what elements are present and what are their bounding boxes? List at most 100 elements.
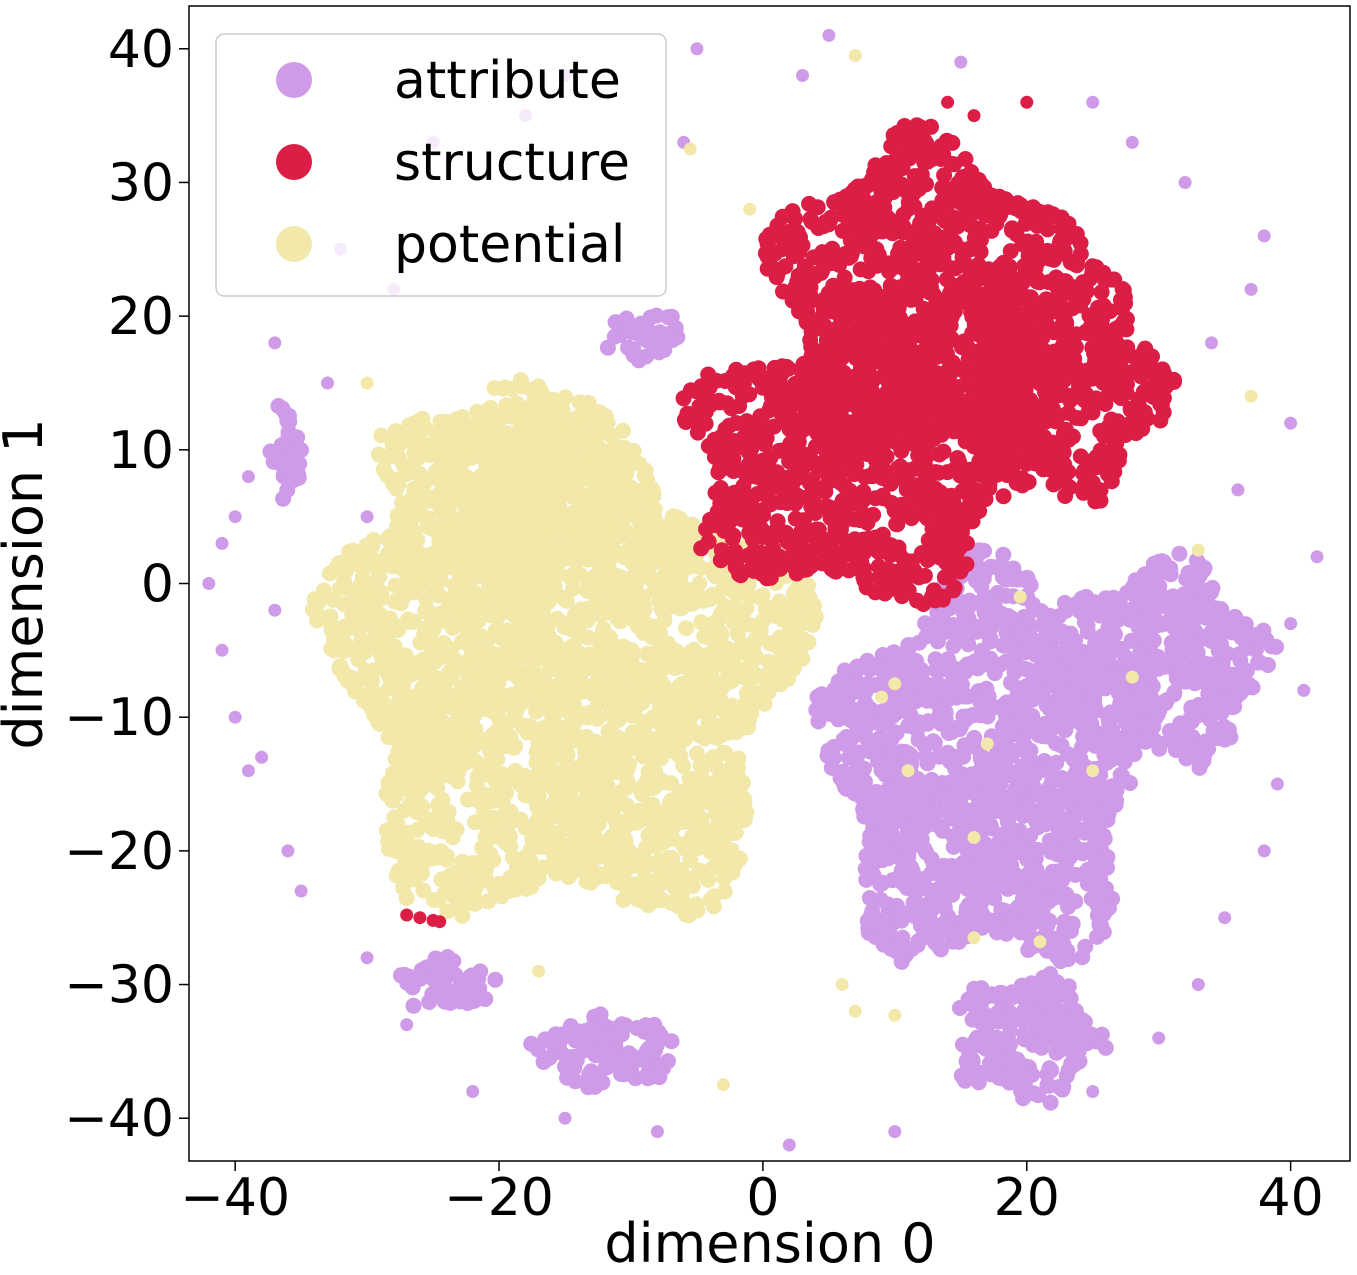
point-attribute xyxy=(975,1005,992,1022)
point-attribute xyxy=(887,934,903,951)
point-attribute xyxy=(1030,661,1047,678)
point-attribute xyxy=(926,816,943,833)
point-attribute xyxy=(1013,1082,1029,1099)
point-attribute xyxy=(1029,841,1046,858)
point-attribute xyxy=(1073,590,1090,607)
point-potential xyxy=(461,742,478,759)
point-potential xyxy=(528,688,545,705)
point-attribute xyxy=(1270,777,1284,791)
point-attribute xyxy=(281,844,295,858)
point-potential xyxy=(640,827,657,844)
point-potential xyxy=(396,846,412,863)
point-attribute xyxy=(1077,938,1094,955)
point-potential xyxy=(423,576,440,593)
point-potential xyxy=(477,601,494,618)
point-attribute xyxy=(1075,728,1092,745)
point-attribute xyxy=(998,653,1015,670)
point-potential xyxy=(440,665,457,681)
point-attribute xyxy=(400,1018,414,1032)
point-potential xyxy=(381,610,398,627)
point-potential xyxy=(664,830,681,847)
point-potential xyxy=(673,862,689,878)
point-attribute xyxy=(1152,1031,1166,1045)
point-attribute xyxy=(1058,886,1075,903)
point-attribute xyxy=(937,858,954,875)
point-potential xyxy=(567,862,584,879)
point-attribute xyxy=(1116,753,1133,770)
point-potential xyxy=(523,878,540,895)
point-potential xyxy=(415,742,432,759)
point-potential xyxy=(720,703,737,720)
point-attribute xyxy=(565,1060,582,1077)
point-attribute xyxy=(1098,803,1114,820)
point-attribute xyxy=(1025,913,1042,930)
point-attribute xyxy=(1154,597,1170,614)
point-attribute xyxy=(1151,553,1168,570)
point-attribute xyxy=(1260,657,1276,673)
point-attribute xyxy=(895,788,912,805)
point-attribute xyxy=(934,875,951,892)
point-potential xyxy=(637,462,654,479)
point-attribute xyxy=(867,677,884,693)
point-attribute xyxy=(1002,1023,1019,1040)
point-attribute xyxy=(281,456,298,473)
point-potential xyxy=(676,875,693,892)
point-potential xyxy=(716,883,733,900)
cluster-attribute-2 xyxy=(951,966,1114,1111)
point-attribute xyxy=(1086,737,1103,754)
point-attribute xyxy=(862,701,879,717)
point-attribute xyxy=(1128,584,1145,601)
point-attribute xyxy=(873,812,889,829)
point-attribute xyxy=(1077,842,1094,859)
point-attribute xyxy=(644,1028,661,1045)
point-attribute xyxy=(782,1138,796,1152)
point-attribute xyxy=(1095,906,1112,923)
point-attribute xyxy=(1154,694,1171,711)
point-attribute xyxy=(1255,622,1272,639)
point-potential xyxy=(599,414,616,431)
point-attribute xyxy=(360,951,374,965)
point-attribute xyxy=(922,895,939,912)
point-attribute xyxy=(1136,614,1152,631)
point-attribute xyxy=(986,699,1003,716)
point-attribute xyxy=(888,705,905,721)
point-attribute xyxy=(1072,789,1089,806)
point-attribute xyxy=(1297,683,1311,697)
point-attribute xyxy=(1244,282,1258,296)
point-attribute xyxy=(1083,1026,1100,1043)
point-attribute xyxy=(860,716,877,733)
point-potential xyxy=(420,618,437,635)
point-attribute xyxy=(1044,863,1061,880)
point-attribute xyxy=(1022,638,1038,655)
point-attribute xyxy=(935,605,952,622)
point-attribute xyxy=(1190,743,1207,760)
point-attribute xyxy=(981,630,998,646)
point-attribute xyxy=(820,747,837,764)
point-attribute xyxy=(989,585,1006,601)
point-attribute xyxy=(982,650,999,667)
point-attribute xyxy=(994,740,1011,757)
point-potential xyxy=(504,643,521,660)
point-potential xyxy=(446,577,463,594)
point-attribute xyxy=(924,779,941,796)
point-attribute xyxy=(843,700,860,717)
point-attribute xyxy=(864,903,881,920)
point-attribute xyxy=(1086,95,1100,109)
point-potential xyxy=(366,707,383,724)
point-attribute xyxy=(1176,737,1193,754)
point-attribute xyxy=(624,324,640,341)
point-potential xyxy=(424,642,441,659)
point-attribute xyxy=(914,793,931,810)
point-potential xyxy=(712,624,729,641)
point-potential xyxy=(756,695,773,712)
point-potential xyxy=(481,792,497,808)
point-potential xyxy=(624,505,641,522)
point-attribute xyxy=(1035,689,1052,706)
point-attribute xyxy=(1079,623,1096,640)
point-potential xyxy=(331,660,348,677)
point-potential xyxy=(386,654,402,671)
point-potential xyxy=(752,622,769,639)
point-attribute xyxy=(873,731,890,748)
point-attribute xyxy=(987,1055,1004,1072)
point-attribute xyxy=(1005,726,1022,743)
